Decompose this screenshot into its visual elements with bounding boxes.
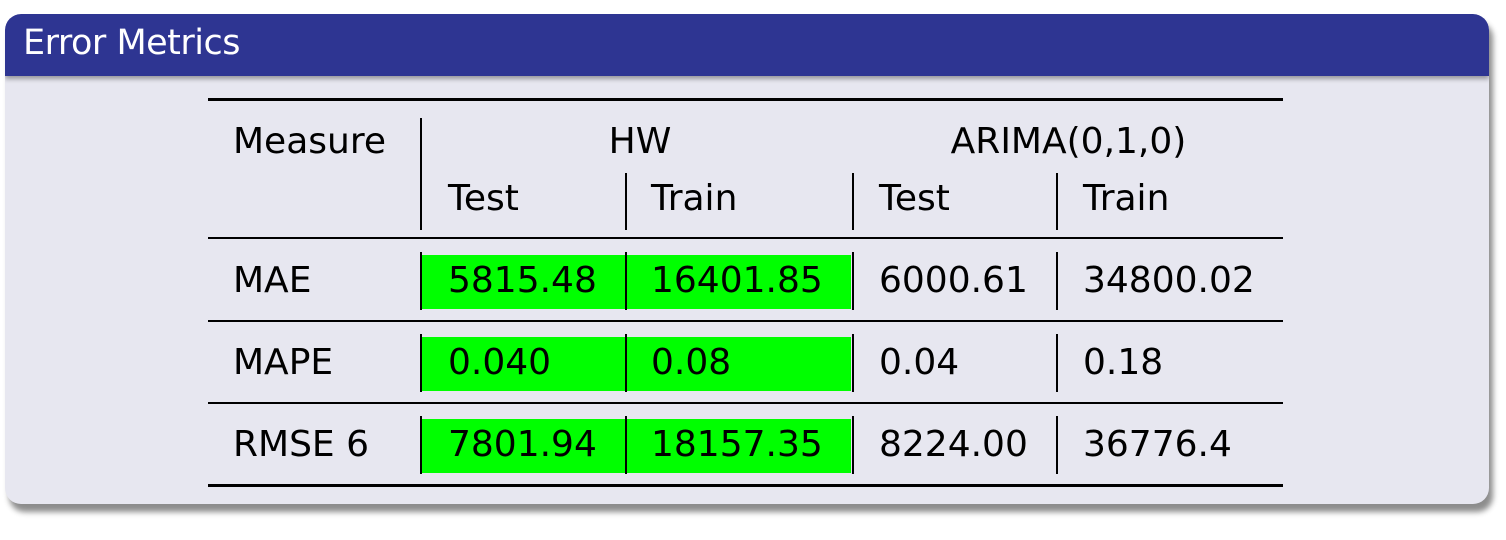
table-cell: 36776.4 — [1083, 424, 1232, 465]
column-separator — [625, 252, 627, 310]
column-separator — [1056, 252, 1058, 310]
highlight-cell — [421, 255, 851, 309]
header-sub-test: Test — [448, 178, 519, 219]
block-title-bar: Error Metrics — [5, 14, 1489, 76]
column-separator — [420, 416, 422, 474]
column-separator — [1056, 416, 1058, 474]
column-separator — [420, 118, 422, 230]
table-cell: 0.04 — [879, 342, 960, 383]
row-label: MAPE — [233, 342, 334, 383]
table-cell: 0.08 — [651, 342, 732, 383]
header-group-arima: ARIMA(0,1,0) — [950, 121, 1187, 162]
highlight-cell — [421, 419, 851, 473]
column-separator — [852, 334, 854, 392]
table-row-rule — [208, 402, 1283, 404]
column-separator — [852, 252, 854, 310]
table-cell: 5815.48 — [448, 260, 597, 301]
table-header-rule — [208, 237, 1283, 239]
table-cell: 16401.85 — [651, 260, 823, 301]
column-separator — [1056, 334, 1058, 392]
header-sub-train: Train — [1083, 178, 1170, 219]
column-separator — [625, 173, 627, 230]
header-measure: Measure — [233, 121, 386, 162]
column-separator — [625, 416, 627, 474]
highlight-cell — [421, 337, 851, 391]
block-title: Error Metrics — [23, 23, 240, 63]
header-sub-train: Train — [651, 178, 738, 219]
table-cell: 34800.02 — [1083, 260, 1255, 301]
row-label: RMSE 6 — [233, 424, 370, 465]
table-cell: 8224.00 — [879, 424, 1028, 465]
column-separator — [420, 252, 422, 310]
table-top-rule — [208, 98, 1283, 101]
column-separator — [1056, 173, 1058, 230]
header-sub-test: Test — [879, 178, 950, 219]
column-separator — [852, 173, 854, 230]
table-cell: 6000.61 — [879, 260, 1028, 301]
column-separator — [625, 334, 627, 392]
table-cell: 0.18 — [1083, 342, 1164, 383]
table-cell: 18157.35 — [651, 424, 823, 465]
table-bottom-rule — [208, 484, 1283, 487]
table-cell: 0.040 — [448, 342, 552, 383]
header-group-hw: HW — [608, 121, 672, 162]
table-cell: 7801.94 — [448, 424, 597, 465]
column-separator — [852, 416, 854, 474]
row-label: MAE — [233, 260, 312, 301]
table-row-rule — [208, 320, 1283, 322]
column-separator — [420, 334, 422, 392]
